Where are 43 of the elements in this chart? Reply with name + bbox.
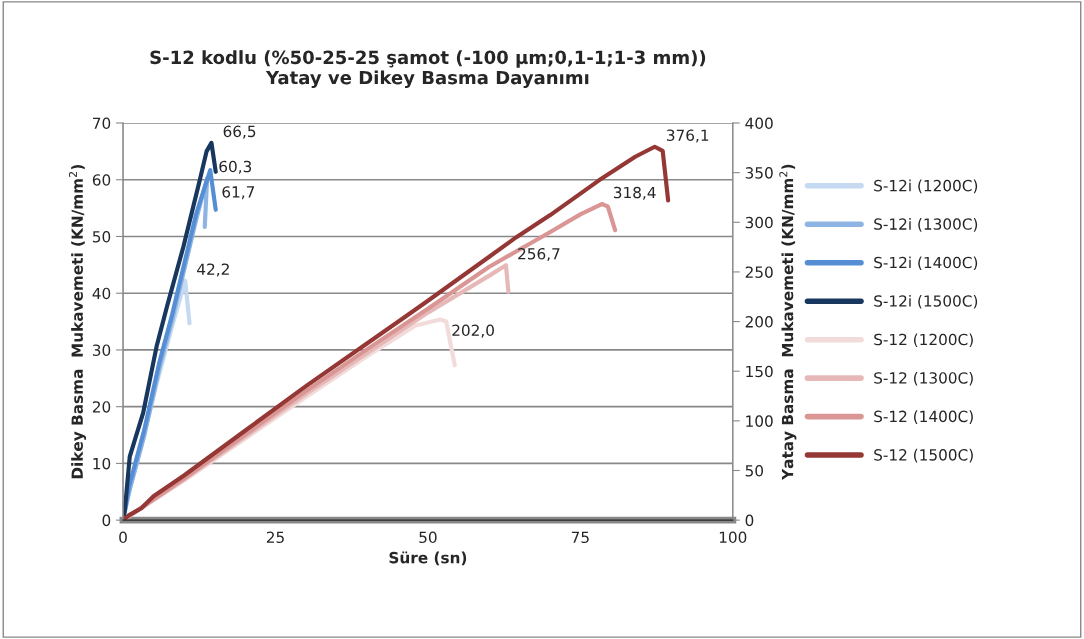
y2-tick-label: 350 bbox=[745, 167, 773, 179]
y-tick-label: 20 bbox=[92, 401, 111, 413]
y2-tick-label: 200 bbox=[745, 316, 773, 328]
data-label: 66,5 bbox=[223, 125, 256, 139]
y2-tick-label: 400 bbox=[745, 117, 773, 130]
y-tick-label: 30 bbox=[92, 344, 111, 356]
legend-label: S-12 (1500C) bbox=[874, 448, 973, 463]
legend-label: S-12 (1300C) bbox=[874, 371, 973, 386]
data-label: 318,4 bbox=[613, 186, 656, 200]
y2-tick-label: 100 bbox=[746, 415, 773, 427]
x-tick-label: 0 bbox=[119, 531, 127, 544]
y-tick-label: 60 bbox=[92, 174, 111, 186]
y-tick-label: 70 bbox=[93, 117, 111, 130]
legend-label: S-12i (1500C) bbox=[874, 294, 978, 309]
y2-tick-label: 50 bbox=[745, 464, 764, 477]
line-series bbox=[123, 144, 671, 521]
y2-tick-label: 150 bbox=[746, 365, 773, 378]
y2-tick-label: 300 bbox=[745, 216, 773, 229]
data-label: 60,3 bbox=[219, 160, 252, 174]
y2-axis-title: Yatay Basma Mukavemeti (KN/mm$^{2}$) bbox=[779, 164, 797, 481]
y2-tick-label: 0 bbox=[745, 514, 754, 527]
legend-label: S-12 (1400C) bbox=[874, 410, 973, 424]
chart-title: S-12 kodlu (%50-25-25 şamot (-100 µm;0,1-1;1-3 mm)) Yatay ve Dikey Basma Dayanımı bbox=[150, 50, 706, 89]
y-tick-label: 0 bbox=[102, 514, 111, 527]
x-tick-label: 50 bbox=[419, 531, 437, 544]
legend-label: S-12i (1200C) bbox=[874, 179, 978, 194]
y-axis-title: Dikey Basma Mukavemeti (KN/mm$^{2}$) bbox=[68, 164, 87, 479]
x-tick-label: 75 bbox=[571, 531, 589, 544]
legend-label: S-12 (1200C) bbox=[874, 333, 973, 348]
data-label: 256,7 bbox=[518, 247, 560, 262]
data-label: 61,7 bbox=[222, 186, 255, 200]
y2-tick-label: 250 bbox=[745, 266, 773, 278]
legend-label: S-12i (1400C) bbox=[874, 256, 978, 271]
x-tick-label: 25 bbox=[266, 531, 284, 544]
data-label: 376,1 bbox=[667, 129, 709, 143]
y-tick-label: 40 bbox=[92, 287, 111, 300]
x-axis-title: Süre (sn) bbox=[389, 551, 467, 566]
legend-label: S-12i (1300C) bbox=[874, 218, 978, 232]
data-label: 42,2 bbox=[197, 263, 229, 277]
x-tick-label: 100 bbox=[719, 531, 747, 544]
y-tick-label: 50 bbox=[92, 230, 111, 243]
y-tick-label: 10 bbox=[93, 457, 111, 470]
data-label: 202,0 bbox=[452, 324, 494, 338]
